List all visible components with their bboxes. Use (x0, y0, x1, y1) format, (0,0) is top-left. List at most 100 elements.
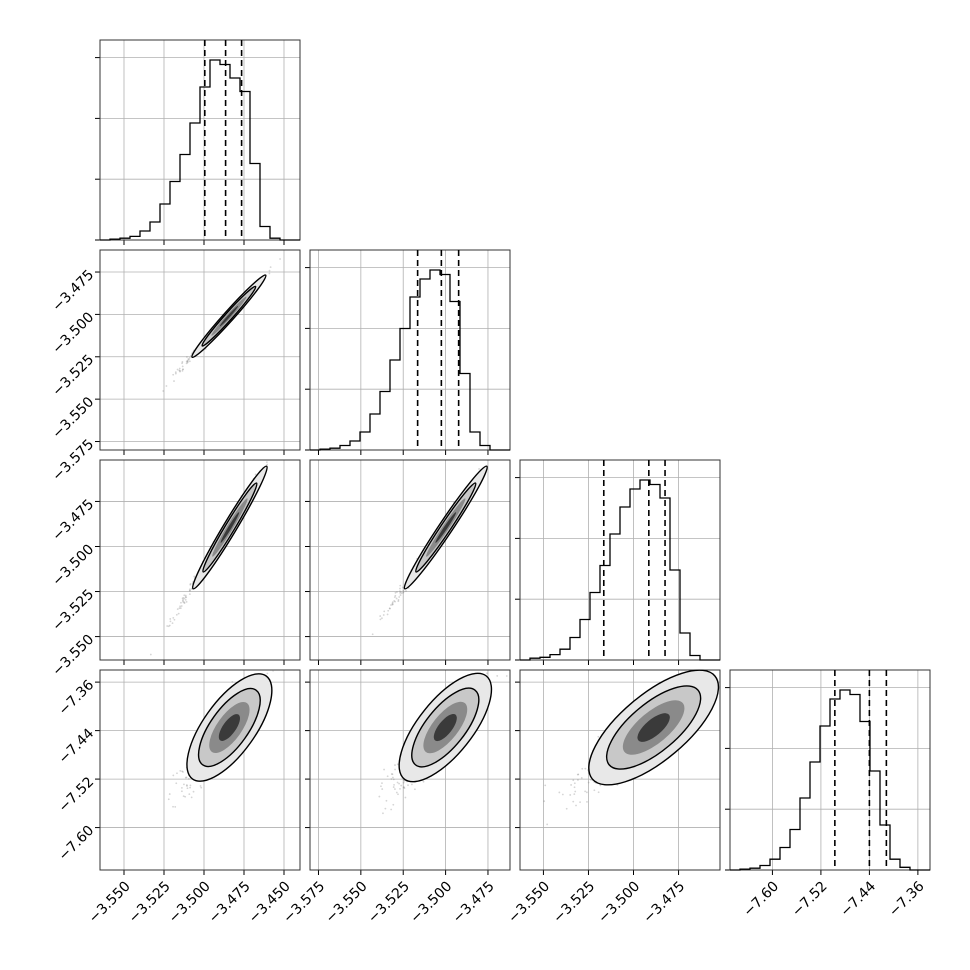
scatter-point (400, 784, 403, 787)
scatter-point (398, 590, 401, 593)
scatter-point (382, 614, 385, 616)
scatter-point (383, 610, 386, 613)
scatter-point (181, 365, 184, 368)
scatter-point (178, 369, 181, 372)
scatter-point (179, 369, 182, 372)
y-tick-label: −3.525 (49, 352, 97, 400)
scatter-point (172, 774, 175, 777)
scatter-point (173, 380, 175, 382)
scatter-point (586, 801, 588, 803)
scatter-point (543, 800, 546, 803)
scatter-point (254, 473, 257, 476)
scatter-point (188, 588, 191, 591)
y-tick-label: −3.500 (49, 541, 97, 589)
x-tick-label: −3.475 (450, 878, 498, 926)
scatter-point (182, 601, 185, 603)
scatter-point (192, 790, 195, 793)
x-tick-label: −3.525 (550, 878, 598, 926)
scatter-point (597, 735, 600, 738)
scatter-point (184, 596, 187, 598)
scatter-point (385, 799, 388, 802)
scatter-point (379, 615, 382, 617)
x-tick-label: −3.500 (407, 878, 455, 926)
scatter-point (181, 368, 184, 371)
scatter-point (395, 791, 398, 794)
scatter-point (575, 804, 577, 807)
scatter-point (398, 782, 400, 785)
scatter-point (390, 808, 393, 811)
scatter-point (182, 596, 185, 599)
scatter-point (587, 781, 590, 784)
scatter-point (182, 598, 185, 601)
scatter-point (544, 784, 547, 787)
scatter-point (190, 796, 193, 799)
scatter-point (573, 786, 576, 789)
x-tick-label: −7.44 (837, 878, 879, 920)
scatter-point (180, 601, 182, 604)
y-tick-label: −3.475 (49, 496, 97, 544)
histogram-3 (520, 479, 720, 661)
scatter-point (174, 371, 177, 374)
scatter-point (391, 603, 394, 606)
scatter-point (390, 773, 393, 775)
scatter-point (386, 775, 389, 778)
scatter-point (399, 787, 401, 790)
scatter-point (577, 773, 580, 776)
panel-frame (99, 669, 301, 871)
scatter-point (397, 793, 399, 796)
scatter-point (584, 790, 587, 793)
scatter-point (189, 786, 191, 789)
scatter-point (581, 767, 584, 770)
scatter-point (505, 675, 508, 677)
scatter-point (183, 783, 185, 786)
scatter-point (402, 781, 405, 784)
scatter-point (185, 784, 188, 786)
scatter-point (478, 468, 480, 470)
scatter-point (402, 786, 405, 788)
scatter-point (269, 266, 272, 269)
scatter-point (168, 793, 171, 795)
scatter-point (179, 607, 182, 610)
scatter-point (193, 575, 196, 578)
x-tick-label: −7.36 (886, 878, 928, 920)
scatter-point (268, 269, 271, 272)
scatter-point (182, 771, 184, 773)
density-contour (219, 305, 239, 327)
x-tick-label: −3.475 (640, 878, 688, 926)
scatter-point (184, 594, 187, 597)
scatter-point (403, 787, 406, 789)
scatter-point (189, 582, 192, 585)
scatter-point (576, 773, 579, 776)
scatter-point (400, 592, 403, 595)
x-tick-label: −3.525 (365, 878, 413, 926)
scatter-point (394, 788, 396, 790)
panel-frame (309, 249, 511, 451)
scatter-point (172, 616, 175, 619)
scatter-point (561, 793, 564, 796)
panel-frame (99, 249, 301, 451)
panel-frame (729, 669, 931, 871)
scatter-point (186, 356, 188, 358)
x-tick-label: −3.525 (126, 878, 174, 926)
scatter-point (169, 620, 172, 623)
scatter-point (181, 362, 183, 365)
scatter-point (189, 583, 192, 586)
scatter-point (394, 764, 396, 766)
scatter-point (180, 605, 183, 607)
scatter-point (171, 622, 174, 625)
x-tick-label: −3.475 (206, 878, 254, 926)
scatter-point (399, 592, 401, 594)
histogram-1 (100, 59, 300, 241)
scatter-point (390, 604, 392, 606)
scatter-point (546, 823, 549, 826)
scatter-point (183, 597, 186, 600)
scatter-point (167, 625, 170, 628)
scatter-point (188, 593, 191, 595)
scatter-point (181, 361, 184, 363)
scatter-point (395, 597, 398, 600)
scatter-point (169, 618, 172, 620)
scatter-point (407, 784, 409, 787)
x-tick-label: −3.500 (595, 878, 643, 926)
density-contour (637, 713, 670, 742)
